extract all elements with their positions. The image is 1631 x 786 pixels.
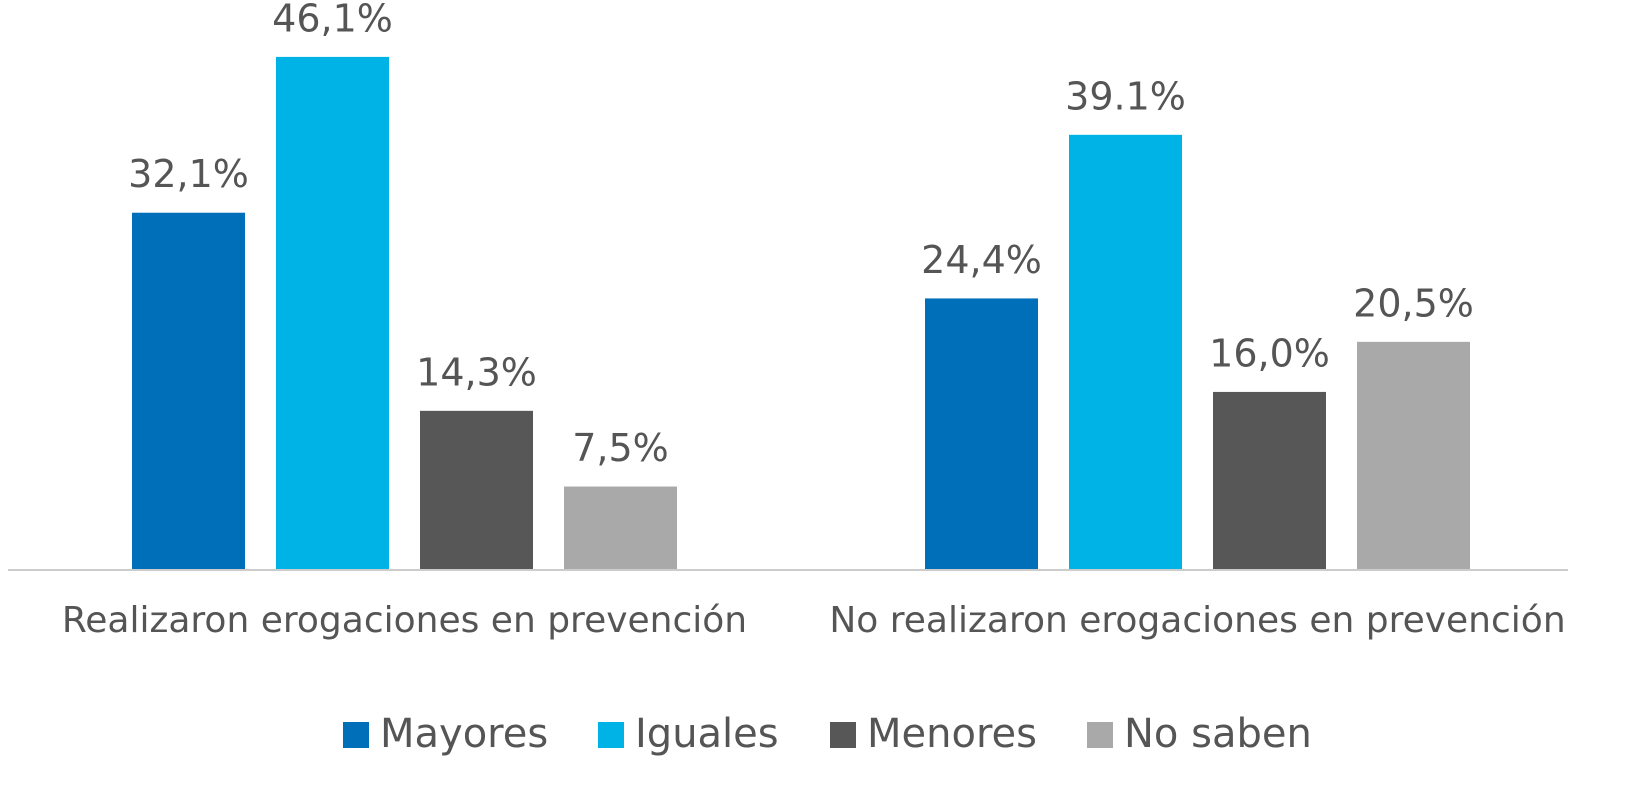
legend-label: Mayores: [380, 711, 548, 757]
value-label: 20,5%: [1353, 281, 1474, 325]
value-label: 39.1%: [1065, 74, 1186, 118]
legend-swatch: [830, 722, 856, 748]
bar: [132, 212, 245, 571]
value-label: 16,0%: [1209, 331, 1330, 375]
x-tick-label: Realizaron erogaciones en prevención: [62, 600, 747, 641]
legend-label: Menores: [867, 711, 1037, 757]
value-label: 14,3%: [416, 350, 537, 394]
value-label: 32,1%: [128, 152, 249, 196]
value-label: 46,1%: [272, 0, 393, 40]
legend-label: No saben: [1124, 711, 1312, 757]
bar: [1357, 341, 1470, 570]
value-label: 24,4%: [921, 238, 1042, 282]
legend-swatch: [598, 722, 624, 748]
value-label: 7,5%: [572, 426, 669, 470]
bar: [564, 486, 677, 570]
bar: [1213, 391, 1326, 570]
bar: [420, 410, 533, 570]
x-tick-label: No realizaron erogaciones en prevención: [829, 600, 1565, 641]
legend-label: Iguales: [635, 711, 779, 757]
legend-swatch: [343, 722, 369, 748]
bar: [276, 56, 389, 571]
legend-swatch: [1087, 722, 1113, 748]
bar: [1069, 134, 1182, 570]
bar: [925, 298, 1038, 570]
